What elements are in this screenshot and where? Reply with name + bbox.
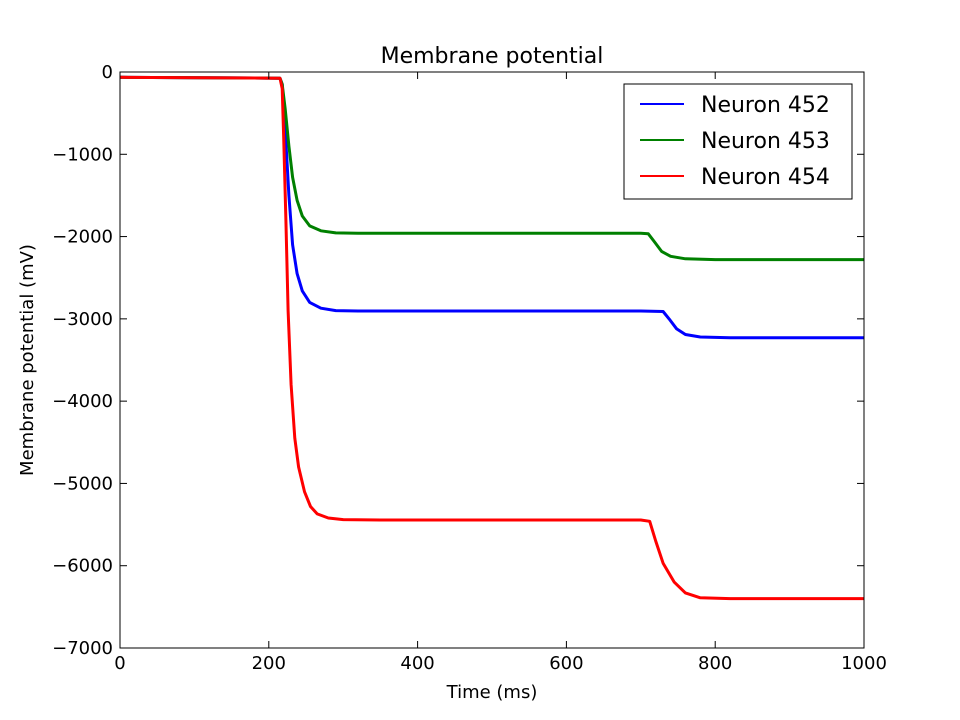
legend: Neuron 452 Neuron 453 Neuron 454 <box>623 83 853 200</box>
y-tick-label: −7000 <box>52 638 113 659</box>
legend-label-1: Neuron 453 <box>701 129 830 154</box>
x-tick-label: 200 <box>252 653 286 674</box>
y-tick-label: −3000 <box>52 309 113 330</box>
x-tick-label: 400 <box>400 653 434 674</box>
series-line-2 <box>119 75 864 601</box>
y-tick-label: −6000 <box>52 556 113 577</box>
ticks-layer: 0 200 400 600 800 1000 0 −1000 −2000 −3000 −4000 −5… <box>52 62 887 674</box>
y-tick-label: −4000 <box>52 391 113 412</box>
plot-frame <box>119 71 865 649</box>
x-tick-label: 0 <box>114 653 125 674</box>
series-layer <box>119 75 864 601</box>
legend-label-2: Neuron 454 <box>701 165 830 190</box>
y-tick-label: 0 <box>102 62 113 83</box>
x-tick-label: 1000 <box>841 653 887 674</box>
legend-label-0: Neuron 452 <box>701 93 830 118</box>
y-tick-label: −1000 <box>52 144 113 165</box>
x-tick-label: 600 <box>549 653 583 674</box>
x-tick-label: 800 <box>698 653 732 674</box>
y-axis-label: Membrane potential (mV) <box>17 244 38 476</box>
y-tick-label: −5000 <box>52 473 113 494</box>
series-line-0 <box>119 75 864 340</box>
x-axis-label: Time (ms) <box>446 682 538 703</box>
series-line-1 <box>119 75 864 262</box>
y-tick-label: −2000 <box>52 227 113 248</box>
chart-title: Membrane potential <box>381 44 604 69</box>
